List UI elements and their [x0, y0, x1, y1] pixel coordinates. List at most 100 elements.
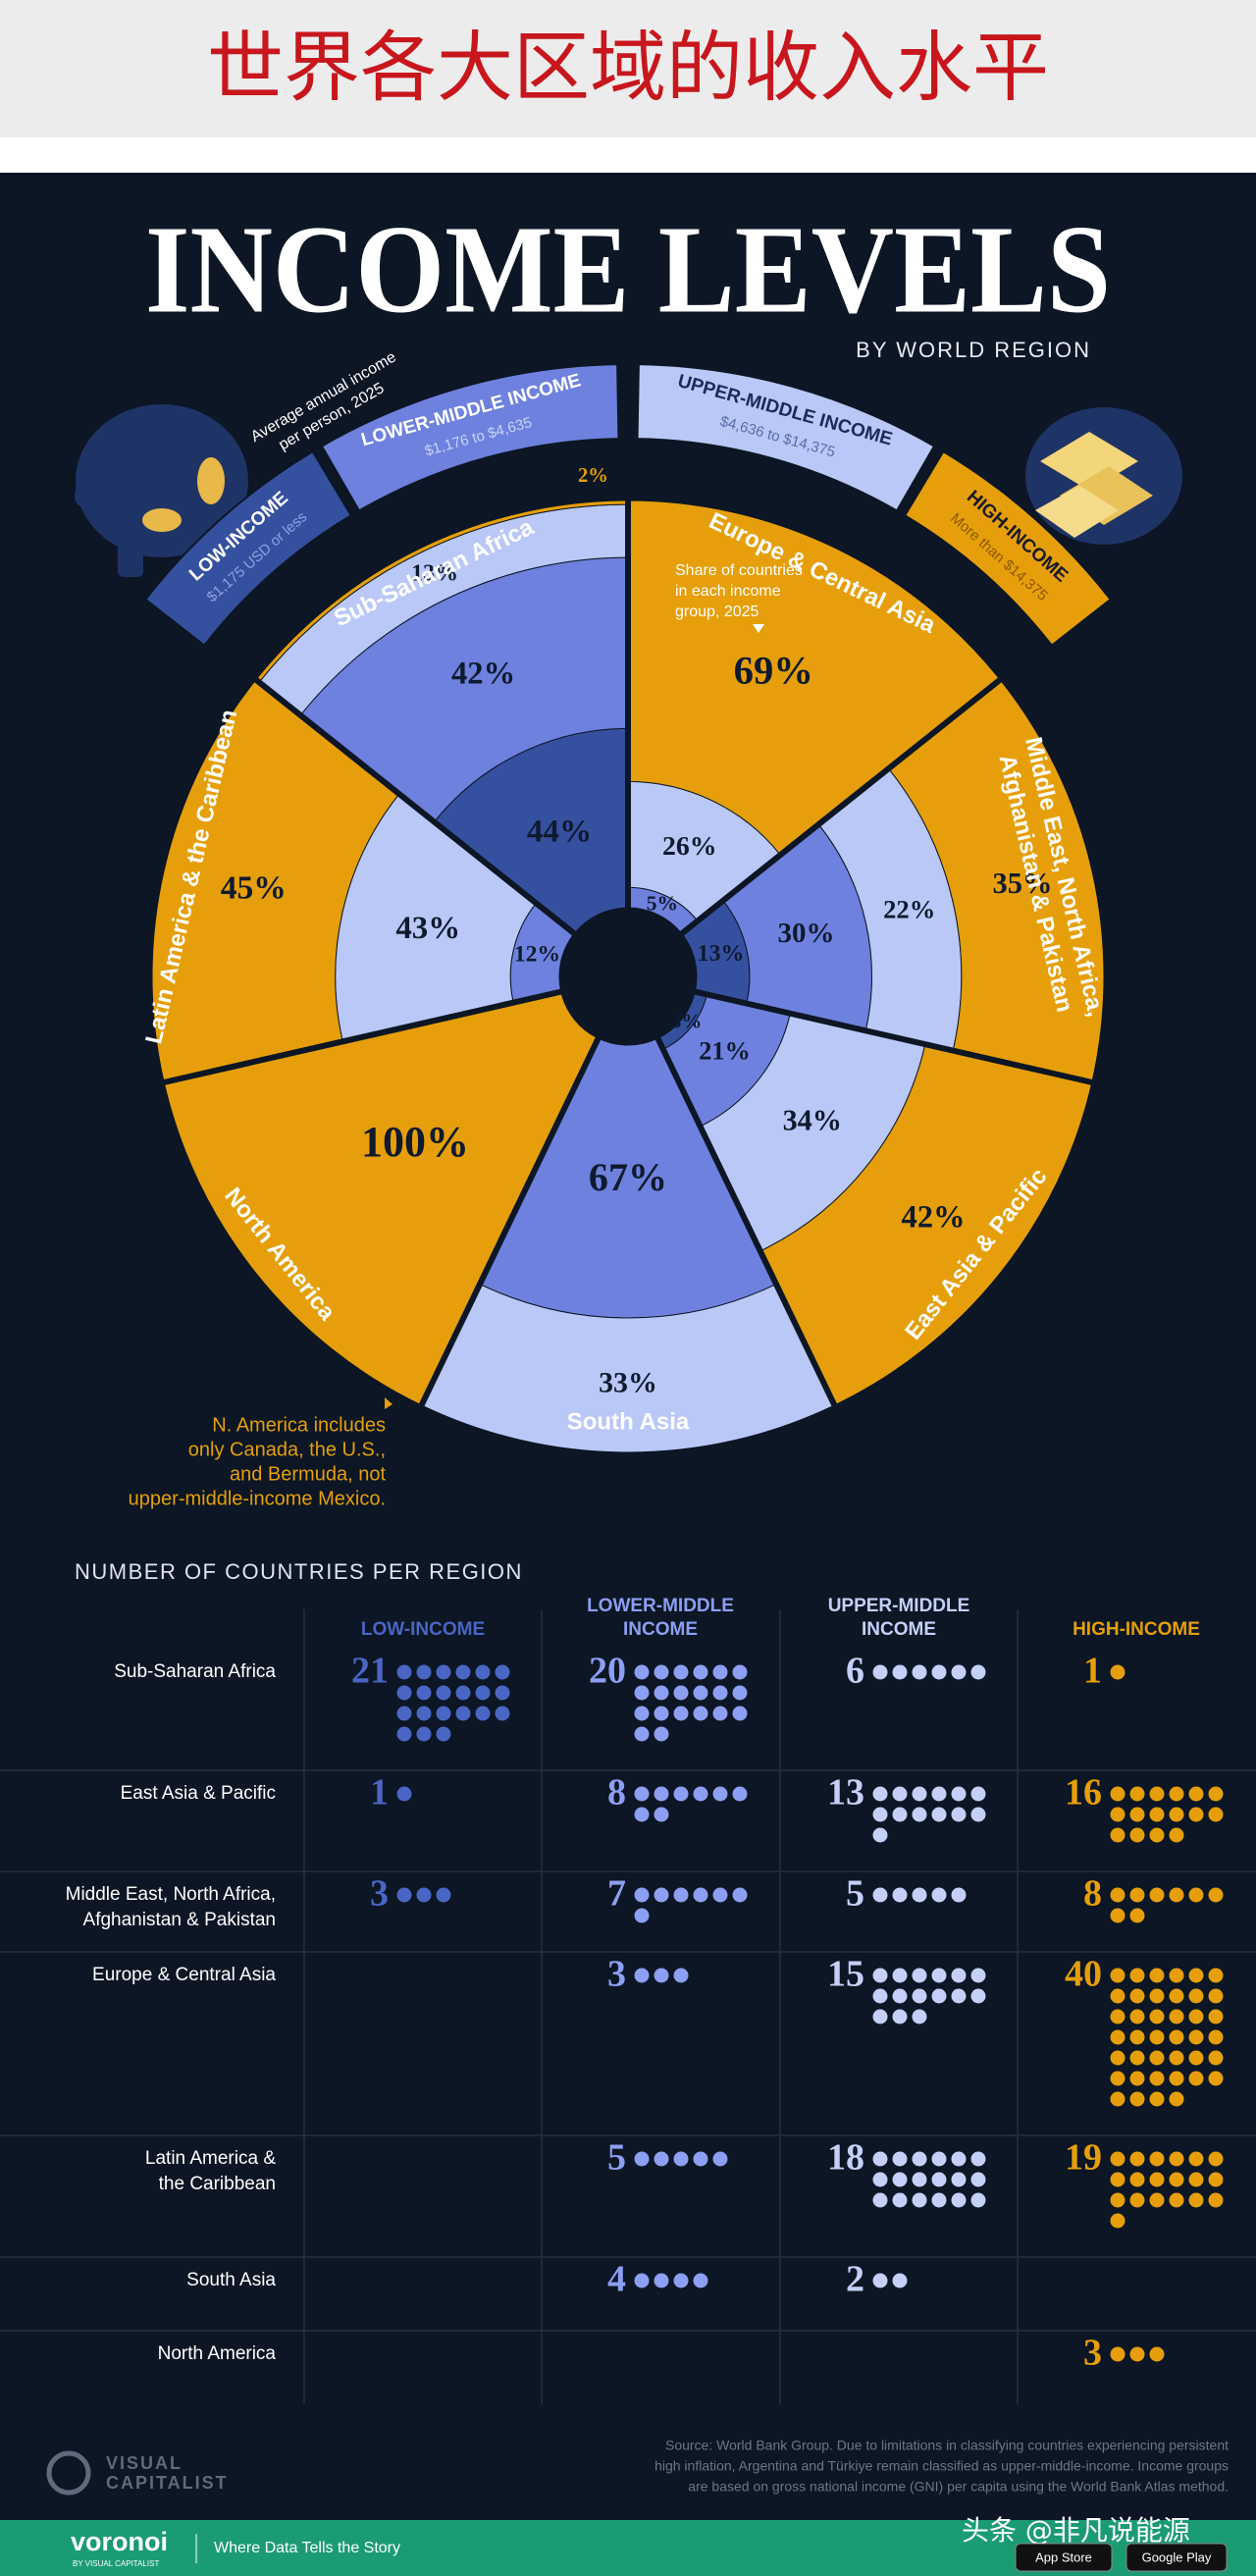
share-label: 26% — [662, 831, 717, 862]
country-dot — [1110, 2172, 1125, 2187]
share-label: 44% — [527, 813, 592, 849]
share-label: 35% — [993, 867, 1053, 900]
country-dot — [416, 1706, 432, 1721]
source: high inflation, Argentina and Türkiye re… — [654, 2458, 1229, 2474]
footer-area: VISUAL CAPITALIST voronoi BY VISUAL CAPI… — [0, 2450, 1256, 2576]
banner — [0, 0, 1256, 137]
country-dot — [892, 2009, 908, 2024]
country-dot — [951, 2192, 967, 2208]
country-dot — [970, 1664, 986, 1680]
count-number: 5 — [846, 1873, 864, 1915]
country-dot — [951, 1786, 967, 1802]
wedge-separator — [161, 973, 629, 1086]
country-dot — [475, 1685, 491, 1701]
source: are based on gross national income (GNI)… — [688, 2479, 1229, 2495]
country-dot — [455, 1664, 471, 1680]
country-dot — [931, 1968, 947, 1983]
country-dot — [1188, 2029, 1204, 2045]
country-dot — [931, 2151, 947, 2167]
country-dot — [1169, 2009, 1184, 2024]
count-number: 1 — [1083, 1651, 1102, 1692]
logo-text: CAPITALIST — [106, 2473, 229, 2493]
row-label: South Asia — [186, 2270, 276, 2290]
country-dot — [872, 2172, 888, 2187]
legend-banner — [636, 363, 936, 512]
country-dot — [970, 1807, 986, 1822]
count-number: 20 — [589, 1651, 626, 1692]
row-label: East Asia & Pacific — [121, 1783, 276, 1804]
country-dot — [1188, 1968, 1204, 1983]
column-header: INCOME — [862, 1619, 936, 1640]
country-dot — [892, 1887, 908, 1903]
count-number: 5 — [607, 2137, 626, 2179]
region-label: South Asia — [567, 1408, 690, 1435]
country-dot — [1149, 1786, 1165, 1802]
app-store-badge[interactable] — [1015, 2543, 1113, 2572]
country-dot — [634, 1664, 650, 1680]
country-dot — [1110, 2029, 1125, 2045]
country-dot — [931, 2192, 947, 2208]
country-dot — [912, 2192, 927, 2208]
logo-icon — [46, 2450, 91, 2496]
country-dot — [1110, 2213, 1125, 2229]
country-dot — [732, 1887, 748, 1903]
country-dot — [693, 1664, 708, 1680]
country-dot — [872, 1807, 888, 1822]
country-dot — [1110, 2192, 1125, 2208]
country-dot — [970, 2192, 986, 2208]
badge-text: App Store — [1035, 2550, 1092, 2564]
row-label: Middle East, North Africa, — [66, 1884, 276, 1905]
country-dot — [654, 1706, 669, 1721]
country-dot — [732, 1786, 748, 1802]
country-dot — [1110, 2346, 1125, 2362]
country-dot — [1149, 2050, 1165, 2066]
country-dot — [1149, 2346, 1165, 2362]
count-number: 21 — [351, 1651, 389, 1692]
share-label: 42% — [451, 656, 515, 691]
country-dot — [495, 1706, 510, 1721]
share-label: 13% — [411, 561, 458, 587]
country-dot — [673, 2273, 689, 2288]
country-dot — [912, 1887, 927, 1903]
count-number: 16 — [1065, 1772, 1102, 1814]
count-number: 2 — [846, 2259, 864, 2300]
country-dot — [1110, 1827, 1125, 1843]
country-dot — [1169, 2151, 1184, 2167]
country-dot — [970, 1968, 986, 1983]
country-dot — [1110, 1807, 1125, 1822]
google-play-badge[interactable] — [1125, 2543, 1228, 2572]
row-label: Europe & Central Asia — [92, 1965, 276, 1985]
country-dot — [931, 1664, 947, 1680]
country-dot — [1110, 1908, 1125, 1923]
country-dot — [970, 1988, 986, 2004]
column-header: UPPER-MIDDLE — [828, 1596, 970, 1616]
country-dot — [495, 1685, 510, 1701]
country-dot — [693, 2151, 708, 2167]
country-dot — [1169, 1827, 1184, 1843]
country-dot — [1208, 2172, 1224, 2187]
country-dot — [1149, 1887, 1165, 1903]
country-dot — [970, 2151, 986, 2167]
wedge-separator — [627, 973, 1095, 1086]
country-dot — [1129, 2071, 1145, 2086]
country-dot — [872, 2273, 888, 2288]
country-dot — [1188, 2192, 1204, 2208]
country-dot — [1149, 2029, 1165, 2045]
share-label: 43% — [395, 911, 460, 946]
country-dot — [1129, 2009, 1145, 2024]
country-dot — [732, 1706, 748, 1721]
country-dot — [396, 1664, 412, 1680]
country-dot — [1129, 2192, 1145, 2208]
country-dot — [416, 1664, 432, 1680]
country-dot — [1188, 1786, 1204, 1802]
country-dot — [872, 1827, 888, 1843]
country-dot — [1188, 1887, 1204, 1903]
count-number: 18 — [827, 2137, 864, 2179]
share-note: group, 2025 — [675, 604, 759, 620]
country-dot — [654, 1786, 669, 1802]
country-dot — [1149, 2151, 1165, 2167]
country-dot — [892, 1786, 908, 1802]
share-label: 2% — [578, 465, 608, 487]
tagline: Where Data Tells the Story — [214, 2540, 400, 2556]
wedge-separator — [626, 676, 1004, 979]
